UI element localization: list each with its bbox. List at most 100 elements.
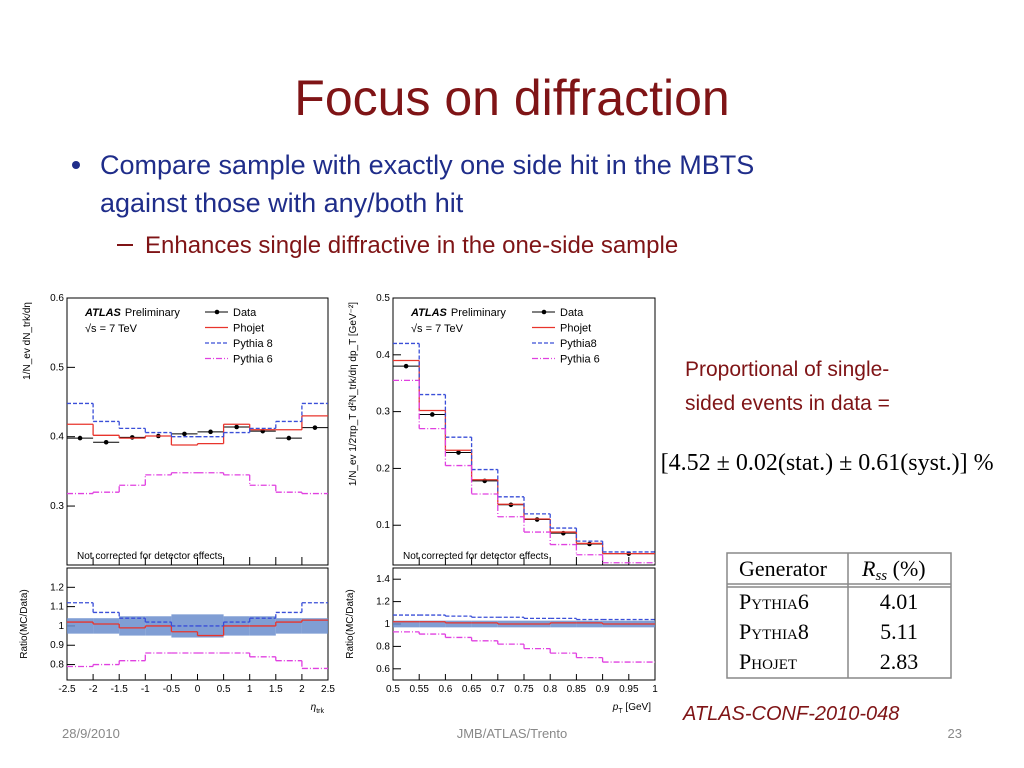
x-tick-label: 0.5 [386, 684, 400, 695]
x-tick-label: -2 [89, 684, 98, 695]
table-frame [726, 552, 952, 679]
y-tick-label: 0.3 [50, 501, 64, 512]
data-point [234, 424, 239, 430]
uncertainty-band [301, 618, 328, 634]
y-axis-label: 1/N_ev dN_trk/dη [22, 302, 33, 380]
ratio-y-tick-label: 0.8 [376, 641, 390, 652]
x-tick-label: 1 [247, 684, 253, 695]
ratio-y-tick-label: 0.8 [50, 660, 64, 671]
x-tick-label: 2.5 [321, 684, 335, 695]
legend-label: Phojet [233, 323, 264, 335]
uncertainty-band [119, 616, 146, 636]
legend-label: Pythia 6 [233, 354, 273, 366]
y-axis-label: 1/N_ev 1/2πp_T d²N_trk/dη dp_T [GeV⁻²] [348, 302, 359, 486]
x-axis-unit: [GeV] [623, 702, 652, 713]
table-header-symbol: R [861, 556, 876, 581]
y-tick-label: 0.4 [50, 432, 64, 443]
ratio-y-axis-label: Ratio(MC/Data) [19, 589, 30, 658]
table-cell: 4.01 [880, 589, 919, 614]
uncertainty-band [93, 618, 120, 634]
x-axis-symbol: p [612, 702, 619, 713]
bullet-line: Compare sample with exactly one side hit… [100, 150, 754, 180]
experiment-label: ATLAS Preliminary [410, 307, 506, 319]
ratio-y-tick-label: 1.2 [376, 597, 390, 608]
uncertainty-band [393, 620, 420, 628]
x-tick-label: 0 [195, 684, 201, 695]
data-point [129, 435, 135, 440]
uncertainty-band [419, 620, 446, 628]
formula: Rss= [4.52 ± 0.02(stat.) ± 0.61(syst.)] … [607, 450, 994, 479]
x-tick-label: -1 [141, 684, 150, 695]
x-tick-label: 0.55 [409, 684, 429, 695]
chart: 0.1 0.2 0.3 0.4 0.5 0.6 0.8 1 1.2 1.4 0.5 0.55 0.6 0.… [345, 293, 658, 715]
x-tick-label: 0.5 [217, 684, 231, 695]
uncertainty-band [67, 618, 94, 634]
ratio-y-tick-label: 1.1 [50, 602, 64, 613]
data-point [182, 431, 187, 437]
uncertainty-band [550, 620, 577, 628]
y-tick-label: 0.4 [376, 350, 390, 361]
status: Preliminary [451, 307, 507, 319]
y-tick-label: 0.6 [50, 293, 64, 304]
x-axis-symbol: η [311, 702, 317, 713]
sub-bullet: Enhances single diffractive in the one-s… [145, 232, 678, 259]
note-line: Proportional of single- [685, 358, 889, 381]
data-point [312, 425, 318, 430]
y-tick-label: 0.2 [376, 463, 390, 474]
data-point [403, 363, 409, 369]
slide-title: Focus on diffraction [294, 70, 729, 126]
ratio-y-tick-label: 1 [58, 621, 64, 632]
table-header: Rss (%) [861, 556, 926, 584]
y-tick-label: 0.1 [376, 520, 390, 531]
experiment-label: ATLAS Preliminary [84, 307, 180, 319]
legend-label: Data [560, 307, 584, 319]
x-tick-label: 0.6 [438, 684, 452, 695]
data-point [456, 450, 461, 455]
x-axis-label: pT [GeV] [612, 702, 651, 715]
ratio-y-tick-label: 1 [384, 619, 390, 630]
data-point [430, 412, 435, 417]
ratio-y-tick-label: 0.6 [376, 664, 390, 675]
x-tick-label: 0.85 [567, 684, 587, 695]
energy-label: √s = 7 TeV [411, 323, 464, 335]
table-cell: Phojet [739, 649, 797, 674]
x-axis-sub: T [618, 708, 623, 715]
formula-rhs: = [4.52 ± 0.02(stat.) ± 0.61(syst.)] % [641, 450, 994, 476]
x-tick-label: 2 [299, 684, 305, 695]
x-tick-label: 1.5 [269, 684, 283, 695]
x-tick-label: 0.8 [543, 684, 557, 695]
status: Preliminary [125, 307, 181, 319]
table-cell: Pythia6 [739, 589, 809, 614]
data-point [208, 429, 213, 435]
x-tick-label: 1 [652, 684, 658, 695]
legend-label: Pythia 6 [560, 354, 600, 366]
x-tick-label: 0.7 [491, 684, 505, 695]
x-tick-label: -2.5 [58, 684, 76, 695]
table-header-unit: (%) [887, 556, 925, 581]
x-tick-label: 0.65 [462, 684, 482, 695]
x-tick-label: 0.75 [514, 684, 534, 695]
table-cell: Pythia8 [739, 619, 809, 644]
x-tick-label: 0.9 [596, 684, 610, 695]
ratio-y-axis-label: Ratio(MC/Data) [345, 589, 356, 658]
y-tick-label: 0.5 [376, 293, 390, 304]
x-axis-label: ηtrk [311, 702, 325, 715]
table-header: Generator [739, 556, 828, 581]
chart: 0.3 0.4 0.5 0.6 0.8 0.9 1 1.1 1.2 -2.5 -2 -1.5 -1 -0.… [19, 293, 335, 715]
table-cell: 5.11 [880, 619, 918, 644]
note-line: sided events in data = [685, 392, 890, 415]
experiment: ATLAS [410, 307, 448, 319]
footer-center: JMB/ATLAS/Trento [457, 726, 568, 741]
legend-swatch [541, 309, 547, 315]
data-point [286, 435, 292, 441]
table: Generator Rss (%) Pythia6 4.01 Pythia8 5… [726, 552, 952, 679]
data-point [77, 435, 83, 441]
x-tick-label: -0.5 [163, 684, 181, 695]
data-point [103, 439, 109, 445]
uncertainty-band [471, 620, 498, 628]
x-tick-label: -1.5 [111, 684, 129, 695]
legend-label: Pythia8 [560, 338, 597, 350]
ratio-y-tick-label: 1.4 [376, 574, 390, 585]
caption: Not corrected for detector effects [403, 551, 548, 562]
